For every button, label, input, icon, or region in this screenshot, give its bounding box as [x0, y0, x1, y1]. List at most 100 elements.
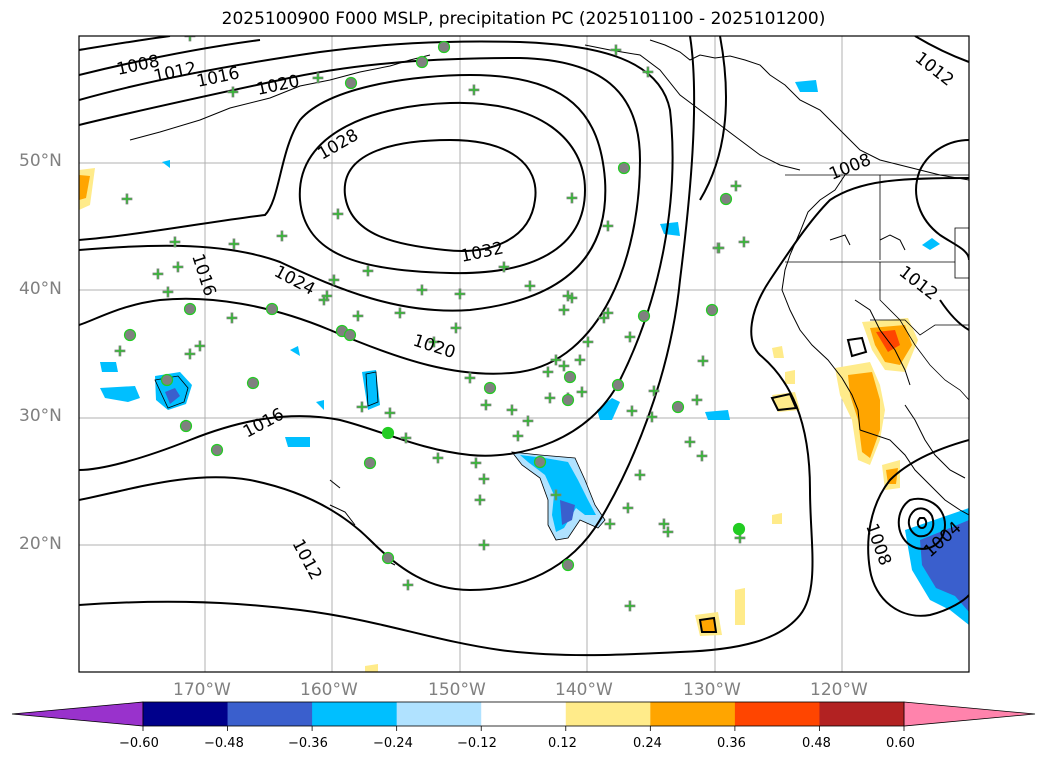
station-dot-marker [179, 419, 193, 433]
station-dot-marker [123, 328, 137, 342]
lat-label: 20°N [19, 534, 62, 554]
station-dot-marker [160, 373, 174, 387]
station-plus-marker: + [625, 401, 638, 420]
lon-label: 120°W [810, 680, 868, 700]
lon-label: 130°W [683, 680, 741, 700]
station-plus-marker: + [113, 341, 126, 360]
colorbar-tick-label: −0.12 [457, 736, 497, 751]
station-plus-marker: + [561, 286, 574, 305]
station-dot-marker [265, 302, 279, 316]
colorbar-tick-label: −0.48 [204, 736, 244, 751]
lon-label: 140°W [555, 680, 613, 700]
station-plus-marker: + [477, 469, 490, 488]
station-plus-marker: + [171, 257, 184, 276]
colorbar-cell [734, 702, 820, 726]
station-plus-marker: + [565, 288, 578, 307]
station-dot-marker [637, 309, 651, 323]
colorbar-tick-label: −0.24 [373, 736, 413, 751]
station-plus-marker: + [393, 303, 406, 322]
station-plus-marker: + [226, 82, 239, 101]
colorbar [11, 701, 1036, 731]
station-plus-marker: + [581, 332, 594, 351]
station-plus-marker: + [623, 596, 636, 615]
map-title: 2025100900 F000 MSLP, precipitation PC (… [221, 9, 826, 29]
colorbar-cell [819, 702, 905, 726]
isobar-label: 1012 [288, 536, 326, 584]
colorbar-tick-label: −0.60 [119, 736, 159, 751]
lat-label: 30°N [19, 406, 62, 426]
station-plus-marker: + [641, 62, 654, 81]
colorbar-cell [650, 702, 736, 726]
political-borders [785, 174, 969, 401]
station-dot-marker [561, 393, 575, 407]
station-plus-marker: + [543, 388, 556, 407]
station-plus-marker: + [729, 176, 742, 195]
station-plus-marker: + [225, 308, 238, 327]
lon-label: 170°W [173, 680, 231, 700]
station-dot-marker [617, 161, 631, 175]
station-plus-marker: + [557, 300, 570, 319]
station-plus-marker: + [497, 257, 510, 276]
map-frame [78, 35, 970, 673]
station-plus-marker: + [690, 390, 703, 409]
station-plus-marker: + [431, 448, 444, 467]
station-plus-marker: + [463, 368, 476, 387]
station-plus-marker: + [193, 336, 206, 355]
colorbar-cell [227, 702, 313, 726]
lat-label: 50°N [19, 151, 62, 171]
colorbar-tick-label: 0.12 [548, 736, 577, 751]
station-plus-marker: + [120, 189, 133, 208]
station-dot-marker [611, 378, 625, 392]
station-plus-marker: + [633, 465, 646, 484]
colorbar-extend-high [903, 701, 1036, 727]
isobar-label: 1016 [187, 251, 219, 298]
station-plus-marker: + [183, 26, 196, 45]
station-plus-marker: + [557, 356, 570, 375]
station-plus-marker: + [597, 308, 610, 327]
colorbar-tick-label: 0.48 [802, 736, 831, 751]
colorbar-cell [143, 702, 229, 726]
station-plus-marker: + [401, 575, 414, 594]
station-plus-marker: + [603, 514, 616, 533]
station-dot-marker [415, 55, 429, 69]
station-dot-marker [705, 303, 719, 317]
station-plus-marker: + [711, 238, 724, 257]
station-plus-marker: + [523, 276, 536, 295]
station-plus-marker: + [399, 428, 412, 447]
station-plus-marker: + [549, 350, 562, 369]
station-dot-marker [183, 302, 197, 316]
station-plus-marker: + [549, 485, 562, 504]
station-plus-marker: + [161, 282, 174, 301]
station-plus-marker: + [573, 350, 586, 369]
station-plus-marker: + [609, 40, 622, 59]
station-dot-marker [210, 443, 224, 457]
colorbar-cell [396, 702, 482, 726]
station-plus-marker: + [331, 204, 344, 223]
station-plus-marker: + [469, 453, 482, 472]
isobar-label: 1016 [240, 404, 288, 442]
station-dot-marker [381, 426, 395, 440]
stations: +++ +++++ + +++++ +++ +++ +++ + ++++++ ++++ +++ + ++… [113, 26, 751, 615]
station-dot-marker [437, 40, 451, 54]
station-plus-marker: + [575, 382, 588, 401]
station-dot-marker [719, 192, 733, 206]
station-plus-marker: + [645, 407, 658, 426]
isobar-label: 1012 [895, 262, 941, 304]
station-plus-marker: + [311, 68, 324, 87]
lat-label: 40°N [19, 279, 62, 299]
station-plus-marker: + [601, 216, 614, 235]
station-plus-marker: + [427, 332, 440, 351]
station-plus-marker: + [453, 284, 466, 303]
station-plus-marker: + [657, 514, 670, 533]
colorbar-cell [565, 702, 651, 726]
station-plus-marker: + [511, 426, 524, 445]
colorbar-tick-label: 0.60 [886, 736, 915, 751]
station-plus-marker: + [183, 344, 196, 363]
colorbar-outline [142, 701, 905, 727]
station-plus-marker: + [477, 535, 490, 554]
station-plus-marker: + [449, 318, 462, 337]
isobar-label: 1008 [826, 150, 874, 185]
lon-label: 150°W [428, 680, 486, 700]
station-plus-marker: + [227, 234, 240, 253]
